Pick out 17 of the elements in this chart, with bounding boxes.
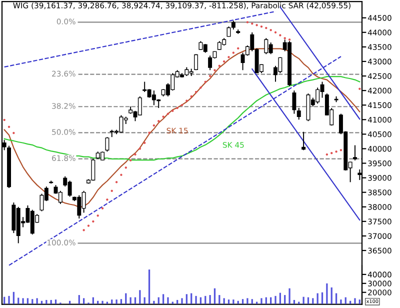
candlestick <box>292 90 296 114</box>
candlestick <box>208 55 212 71</box>
point <box>152 124 156 127</box>
candlestick <box>353 144 357 161</box>
point <box>326 153 328 156</box>
candlestick <box>194 54 198 71</box>
candlestick <box>105 136 110 152</box>
line-series <box>4 76 360 161</box>
point <box>260 25 263 28</box>
candlestick <box>296 108 301 120</box>
point <box>222 60 226 63</box>
candlestick <box>302 131 306 151</box>
point <box>180 104 184 106</box>
candlestick <box>58 190 62 204</box>
point <box>194 90 198 94</box>
point <box>208 74 212 78</box>
candlestick <box>138 96 142 116</box>
